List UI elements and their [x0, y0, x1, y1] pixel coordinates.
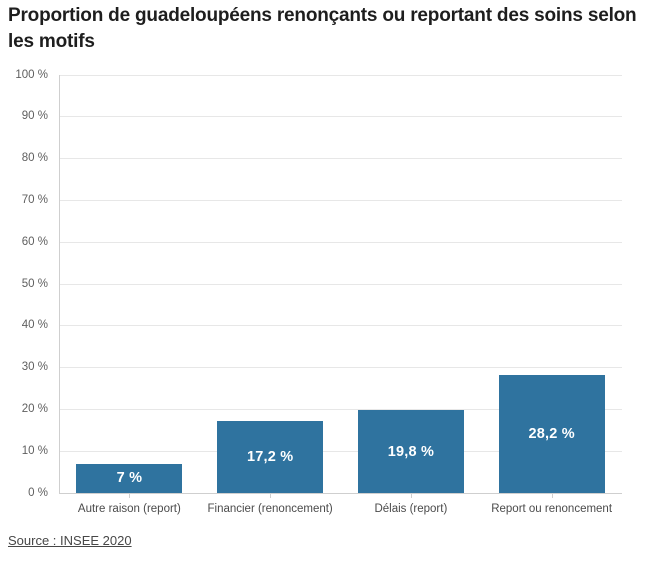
bar-value-label: 7 % [116, 470, 143, 487]
y-axis-tick-label: 60 % [21, 235, 48, 248]
gridline [59, 283, 622, 285]
y-axis-tick-label: 20 % [21, 402, 48, 415]
bar-2: 17,2 % [217, 421, 324, 493]
gridline [59, 158, 622, 160]
y-axis-tick-label: 40 % [21, 319, 48, 332]
x-axis-label: Financier (renoncement) [207, 503, 333, 515]
gridline [59, 408, 622, 410]
source-link[interactable]: Source : INSEE 2020 [8, 533, 132, 548]
x-axis-tick [129, 494, 131, 498]
x-axis-line [59, 492, 622, 494]
y-axis-tick-label: 100 % [15, 68, 48, 81]
bar-1: 7 % [76, 463, 183, 493]
gridline [59, 325, 622, 327]
y-axis-tick-label: 80 % [21, 152, 48, 165]
gridline [59, 367, 622, 369]
x-axis-tick [410, 494, 412, 498]
y-axis-tick-label: 90 % [21, 110, 48, 123]
bar-3: 19,8 % [357, 410, 464, 493]
y-axis-tick-label: 30 % [21, 361, 48, 374]
y-axis-tick-label: 0 % [28, 486, 48, 499]
y-axis-tick-label: 50 % [21, 277, 48, 290]
gridline [59, 74, 622, 76]
gridline [59, 241, 622, 243]
x-axis-label: Délais (report) [374, 503, 448, 515]
gridline [59, 450, 622, 452]
y-axis-line [59, 75, 60, 493]
gridline [59, 199, 622, 201]
x-axis-label: Autre raison (report) [77, 503, 181, 515]
x-axis-label: Report ou renoncement [491, 503, 613, 515]
bar-4: 28,2 % [498, 375, 605, 493]
chart-title: Proportion de guadeloupéens renonçants o… [8, 5, 637, 52]
bar-value-label: 28,2 % [528, 426, 575, 443]
x-axis-tick [551, 494, 553, 498]
bar-value-label: 17,2 % [246, 449, 294, 466]
y-axis-tick-label: 70 % [21, 193, 48, 206]
y-axis-tick-label: 10 % [21, 444, 48, 457]
x-axis-tick [270, 494, 272, 498]
gridline [59, 116, 622, 118]
bar-value-label: 19,8 % [387, 443, 435, 460]
